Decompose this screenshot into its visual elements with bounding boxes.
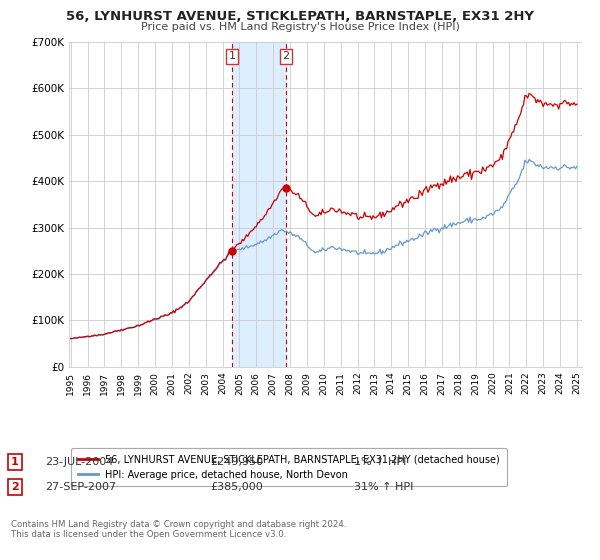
Text: 1: 1	[229, 52, 235, 61]
Text: 1: 1	[11, 457, 19, 467]
Text: £385,000: £385,000	[210, 482, 263, 492]
Legend: 56, LYNHURST AVENUE, STICKLEPATH, BARNSTAPLE, EX31 2HY (detached house), HPI: Av: 56, LYNHURST AVENUE, STICKLEPATH, BARNST…	[71, 448, 507, 487]
Text: Contains HM Land Registry data © Crown copyright and database right 2024.
This d: Contains HM Land Registry data © Crown c…	[11, 520, 346, 539]
Text: 56, LYNHURST AVENUE, STICKLEPATH, BARNSTAPLE, EX31 2HY: 56, LYNHURST AVENUE, STICKLEPATH, BARNST…	[66, 10, 534, 22]
Text: 27-SEP-2007: 27-SEP-2007	[45, 482, 116, 492]
Text: 1% ↑ HPI: 1% ↑ HPI	[354, 457, 406, 467]
Text: 23-JUL-2004: 23-JUL-2004	[45, 457, 113, 467]
Text: £249,950: £249,950	[210, 457, 263, 467]
Text: 2: 2	[282, 52, 289, 61]
Text: 2: 2	[11, 482, 19, 492]
Bar	[232, 42, 286, 367]
Text: 31% ↑ HPI: 31% ↑ HPI	[354, 482, 413, 492]
Text: Price paid vs. HM Land Registry's House Price Index (HPI): Price paid vs. HM Land Registry's House …	[140, 22, 460, 32]
